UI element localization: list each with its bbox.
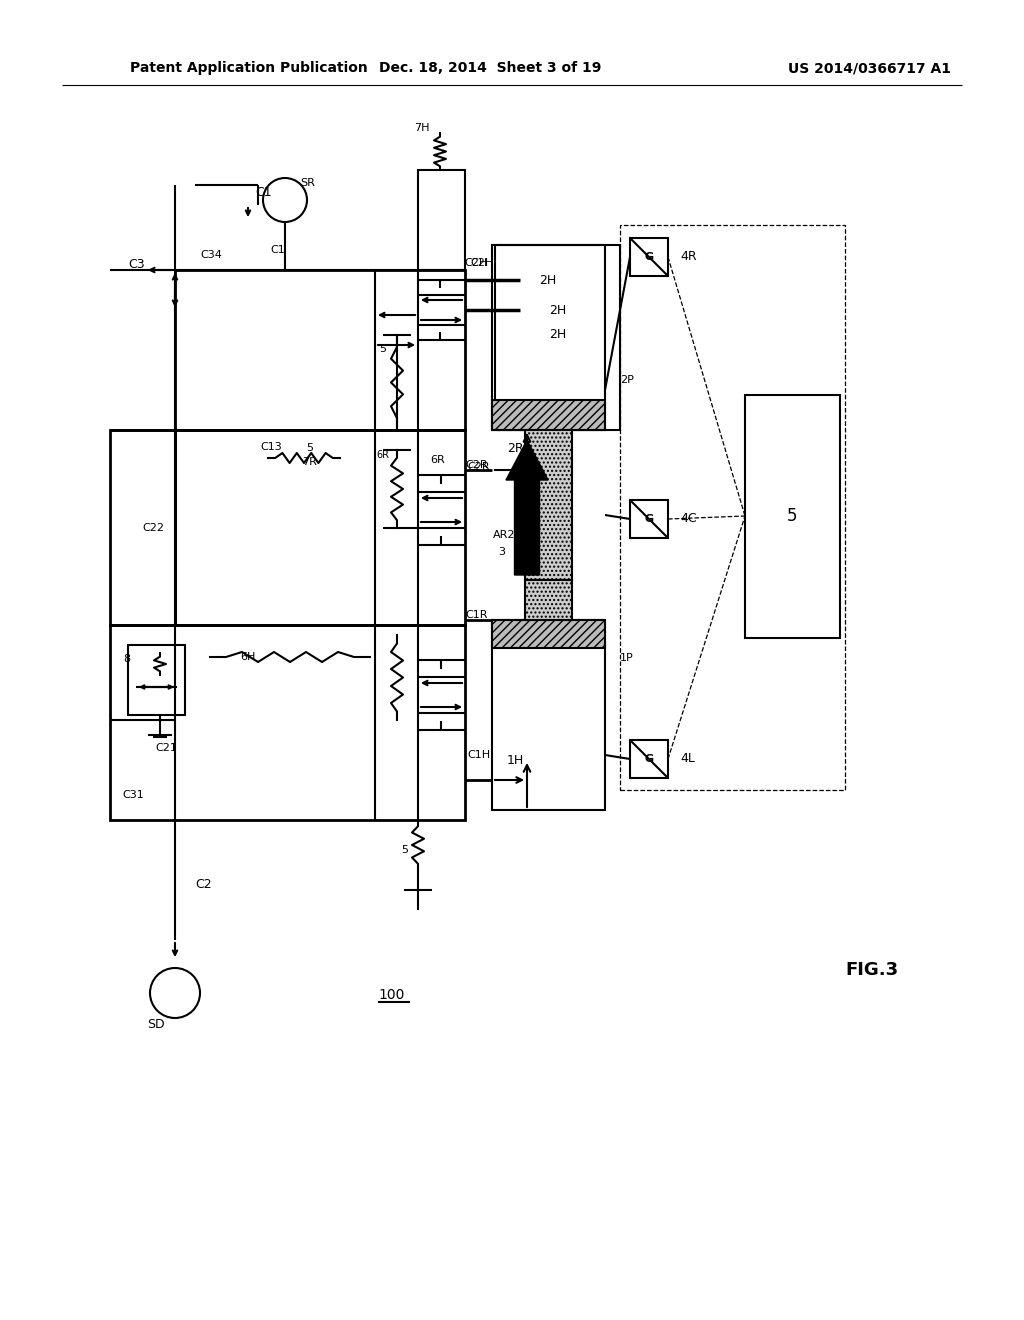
Text: 2H: 2H	[549, 304, 566, 317]
Bar	[175, 430, 465, 624]
Text: C2: C2	[195, 879, 212, 891]
Text: C21: C21	[155, 743, 177, 752]
Bar	[620, 224, 845, 789]
Text: C1R: C1R	[466, 610, 488, 620]
Bar	[495, 246, 620, 430]
Text: 5: 5	[401, 845, 409, 855]
Bar	[110, 624, 465, 820]
Bar	[128, 645, 185, 715]
Text: 6R: 6R	[377, 450, 389, 459]
Text: 2H: 2H	[540, 273, 557, 286]
Text: 4C: 4C	[680, 512, 696, 525]
Bar	[745, 395, 840, 638]
Bar	[492, 246, 605, 430]
Text: G: G	[644, 513, 653, 524]
Text: 8: 8	[123, 653, 130, 664]
Bar	[110, 430, 175, 624]
Text: C2R: C2R	[467, 462, 490, 473]
Text: C3: C3	[128, 259, 145, 272]
Bar	[630, 500, 668, 539]
Text: C1H: C1H	[467, 750, 490, 760]
Bar	[630, 238, 668, 276]
Text: FIG.3: FIG.3	[846, 961, 899, 979]
Bar	[492, 620, 605, 810]
Text: G: G	[644, 252, 653, 261]
Text: 5: 5	[380, 345, 386, 354]
Text: US 2014/0366717 A1: US 2014/0366717 A1	[788, 61, 951, 75]
Text: 4R: 4R	[680, 251, 696, 264]
Text: 1R: 1R	[540, 639, 556, 652]
Text: 3: 3	[498, 546, 505, 557]
Bar	[418, 170, 465, 271]
Text: 5: 5	[306, 444, 313, 453]
Text: C1: C1	[255, 186, 271, 199]
Text: 100: 100	[379, 987, 406, 1002]
Text: 6R: 6R	[431, 455, 445, 465]
Text: C34: C34	[200, 249, 222, 260]
Text: 6H: 6H	[241, 652, 256, 663]
Text: C2R: C2R	[465, 459, 488, 470]
Bar	[525, 579, 572, 620]
Text: 2P: 2P	[620, 375, 634, 385]
Text: C2H: C2H	[470, 257, 494, 268]
Bar	[492, 620, 605, 648]
Text: Dec. 18, 2014  Sheet 3 of 19: Dec. 18, 2014 Sheet 3 of 19	[379, 61, 601, 75]
Bar	[492, 400, 605, 430]
Text: C31: C31	[122, 789, 143, 800]
Bar	[630, 741, 668, 777]
Text: 7H: 7H	[415, 123, 430, 133]
Bar	[525, 579, 572, 620]
Text: 7R: 7R	[302, 457, 317, 467]
Text: 2H: 2H	[549, 329, 566, 342]
Text: 5: 5	[786, 507, 798, 525]
Text: AR2: AR2	[493, 531, 515, 540]
Bar	[525, 430, 572, 579]
Text: SD: SD	[147, 1019, 165, 1031]
Text: 1H: 1H	[507, 754, 523, 767]
Bar	[525, 430, 572, 579]
Text: 4L: 4L	[680, 752, 695, 766]
FancyArrow shape	[506, 440, 548, 576]
Text: C13: C13	[260, 442, 282, 451]
Text: Patent Application Publication: Patent Application Publication	[130, 61, 368, 75]
Text: C1: C1	[270, 246, 285, 255]
Text: 2R: 2R	[507, 441, 523, 454]
Text: 1P: 1P	[620, 653, 634, 663]
Bar	[175, 271, 465, 430]
Text: C22: C22	[142, 523, 164, 533]
Text: SR: SR	[300, 178, 314, 187]
Text: C2H: C2H	[465, 257, 488, 268]
Text: G: G	[644, 754, 653, 764]
